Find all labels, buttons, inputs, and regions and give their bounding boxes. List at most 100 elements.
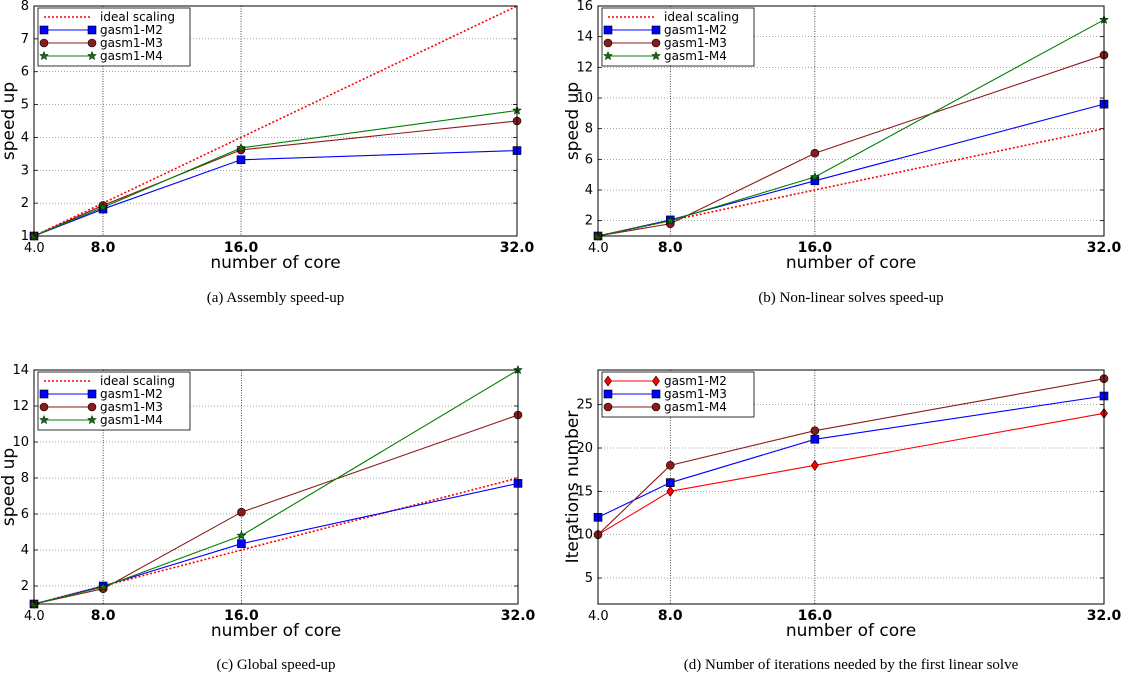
y-tick-label: 12 bbox=[12, 399, 29, 414]
y-tick-label: 3 bbox=[21, 163, 29, 178]
y-axis-label: speed up bbox=[0, 82, 19, 160]
y-tick-label: 5 bbox=[21, 98, 29, 113]
series-line-gasm1-m2 bbox=[597, 412, 1105, 536]
y-tick-label: 4 bbox=[585, 183, 593, 198]
y-tick-label: 25 bbox=[576, 398, 593, 413]
legend-marker bbox=[39, 38, 49, 48]
x-tick-label: 32.0 bbox=[500, 240, 535, 256]
y-tick-label: 8 bbox=[585, 122, 593, 137]
x-tick-label: 16.0 bbox=[798, 608, 833, 624]
plot-frame bbox=[33, 369, 519, 605]
data-point bbox=[809, 171, 820, 182]
chart-panel-2: 2 4 6 8 10 12 14 16 4.0 8.0 16.0 32.0 number of core… bbox=[563, 0, 1122, 306]
data-point bbox=[236, 530, 247, 540]
legend-marker bbox=[603, 50, 613, 61]
data-point bbox=[98, 581, 109, 592]
legend-entry: gasm1-M3 bbox=[100, 36, 163, 50]
legend-entry: gasm1-M2 bbox=[664, 23, 727, 37]
legend-entry: gasm1-M3 bbox=[664, 36, 727, 50]
y-tick-label: 2 bbox=[585, 214, 593, 229]
legend-marker bbox=[603, 389, 613, 399]
legend-entry: gasm1-M2 bbox=[100, 387, 163, 401]
x-axis-label: number of core bbox=[786, 253, 916, 273]
figure-caption: (a) Assembly speed-up bbox=[207, 290, 344, 306]
legend-marker bbox=[651, 389, 661, 399]
data-point bbox=[810, 148, 820, 158]
data-point bbox=[810, 426, 820, 435]
legend-marker bbox=[39, 25, 49, 35]
y-tick-label: 7 bbox=[21, 32, 29, 47]
y-tick-label: 20 bbox=[576, 441, 593, 456]
legend-entry: gasm1-M3 bbox=[100, 400, 163, 414]
legend-marker bbox=[87, 38, 97, 48]
x-tick-label: 8.0 bbox=[658, 240, 683, 256]
x-tick-label: 16.0 bbox=[224, 608, 259, 624]
x-tick-label: 32.0 bbox=[501, 608, 536, 624]
x-tick-label: 8.0 bbox=[91, 608, 116, 624]
y-tick-label: 10 bbox=[576, 528, 593, 543]
y-tick-label: 14 bbox=[576, 30, 593, 45]
x-tick-label: 16.0 bbox=[224, 240, 259, 256]
x-tick-label: 32.0 bbox=[1087, 608, 1122, 624]
data-point bbox=[665, 215, 676, 225]
legend-marker bbox=[39, 50, 49, 61]
legend-entry: gasm1-M4 bbox=[664, 49, 727, 63]
figure-caption: (c) Global speed-up bbox=[216, 657, 335, 673]
y-tick-label: 4 bbox=[21, 130, 29, 145]
x-tick-label: 8.0 bbox=[91, 240, 116, 256]
legend-marker bbox=[39, 402, 49, 412]
y-tick-label: 6 bbox=[21, 65, 29, 80]
legend-entry: gasm1-M4 bbox=[664, 400, 727, 414]
y-tick-label: 6 bbox=[585, 152, 593, 167]
legend-marker bbox=[87, 25, 97, 35]
x-axis-label: number of core bbox=[211, 621, 341, 641]
legend-marker bbox=[651, 25, 661, 35]
x-tick-label: 8.0 bbox=[658, 608, 683, 624]
series-line-gasm1-m3 bbox=[597, 54, 1105, 237]
legend-marker bbox=[603, 25, 613, 35]
y-axis-label: speed up bbox=[563, 82, 583, 160]
chart-panel-3: 2 4 6 8 10 12 14 4.0 8.0 16.0 32.0 number of core sp… bbox=[0, 363, 536, 673]
series-line-ideal-scaling bbox=[33, 5, 518, 237]
y-tick-label: 10 bbox=[576, 91, 593, 106]
legend-marker bbox=[651, 50, 661, 61]
data-point bbox=[666, 485, 675, 497]
legend-entry: gasm1-M2 bbox=[664, 374, 727, 388]
legend-entry: ideal scaling bbox=[664, 10, 739, 24]
figure-caption: (d) Number of iterations needed by the f… bbox=[684, 657, 1019, 673]
legend-entry: gasm1-M3 bbox=[664, 387, 727, 401]
chart-panel-1: 1 2 3 4 5 6 7 8 4.0 8.0 16.0 32.0 number of core spee… bbox=[0, 0, 535, 306]
y-tick-label: 10 bbox=[12, 435, 29, 450]
legend-marker bbox=[87, 389, 97, 399]
series-line-gasm1-m4 bbox=[33, 109, 518, 237]
legend-entry: ideal scaling bbox=[100, 374, 175, 388]
series-line-gasm1-m4 bbox=[597, 378, 1105, 536]
y-tick-label: 5 bbox=[585, 571, 593, 586]
x-tick-label: 4.0 bbox=[588, 609, 609, 624]
x-tick-label: 4.0 bbox=[24, 241, 45, 256]
legend-marker bbox=[39, 414, 49, 425]
x-tick-label: 16.0 bbox=[798, 240, 833, 256]
y-tick-label: 16 bbox=[576, 0, 593, 14]
y-axis-label: speed up bbox=[0, 448, 19, 526]
y-tick-label: 12 bbox=[576, 60, 593, 75]
plot-frame bbox=[597, 5, 1105, 237]
legend-marker bbox=[87, 50, 97, 61]
x-axis-label: number of core bbox=[786, 621, 916, 641]
series-line-gasm1-m3 bbox=[33, 414, 519, 605]
y-axis-label: Iterations number bbox=[563, 411, 583, 564]
legend-marker bbox=[651, 402, 661, 412]
plot-frame bbox=[597, 369, 1105, 605]
series-line-gasm1-m4 bbox=[33, 369, 519, 605]
legend-marker bbox=[603, 402, 613, 412]
y-tick-label: 6 bbox=[21, 507, 29, 522]
data-point bbox=[665, 478, 675, 487]
y-tick-label: 2 bbox=[21, 579, 29, 594]
legend-marker bbox=[87, 414, 97, 425]
legend-marker bbox=[87, 402, 97, 412]
legend-marker bbox=[603, 38, 613, 48]
legend-marker bbox=[39, 389, 49, 399]
figure-caption: (b) Non-linear solves speed-up bbox=[758, 290, 943, 306]
data-point bbox=[236, 155, 246, 165]
